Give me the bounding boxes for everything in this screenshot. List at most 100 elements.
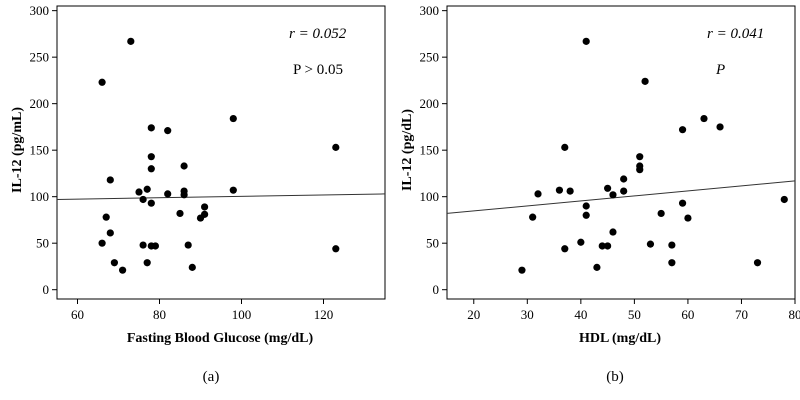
y-tick-label: 250 [30,50,50,65]
data-point [180,162,188,170]
data-point [620,187,628,195]
data-point [609,191,617,199]
data-point [147,199,155,207]
x-axis-label: HDL (mg/dL) [579,331,661,346]
x-tick-label: 20 [467,307,480,322]
data-points [518,37,788,274]
y-tick-label: 200 [420,96,440,111]
y-tick-label: 0 [433,282,440,297]
y-axis-label: IL-12 (pg/dL) [400,109,415,191]
data-point [229,114,237,123]
data-point [657,209,665,218]
data-point [106,176,114,184]
x-axis: 20 30 40 50 60 70 80 [467,299,800,322]
data-point [604,184,612,192]
annotation-r: r = 0.052 [289,26,347,42]
data-point [98,239,106,247]
data-point [646,240,655,248]
data-point [636,153,644,161]
x-axis-label: Fasting Blood Glucose (mg/dL) [127,331,314,346]
data-point [164,127,172,135]
annotation-p: P > 0.05 [293,62,343,78]
data-point [135,188,143,196]
panel-label: (a) [203,369,220,385]
x-tick-label: 60 [71,307,84,322]
data-point [147,153,155,161]
x-tick-label: 100 [232,307,252,322]
data-point [229,186,237,194]
annotation-p: P [715,62,725,78]
data-point [184,241,192,249]
x-tick-label: 50 [628,307,641,322]
regression-line [56,193,386,200]
data-point [684,214,692,222]
y-tick-label: 150 [30,143,50,158]
x-tick-label: 80 [153,307,166,322]
data-point [147,165,155,173]
data-point [164,190,172,198]
panel-label: (b) [606,369,624,385]
data-point [582,211,590,219]
data-point [678,199,687,207]
data-point [566,187,574,195]
data-point [332,143,340,151]
data-point [332,245,340,253]
data-points [98,37,340,274]
y-tick-label: 200 [30,96,50,111]
data-point [147,124,155,132]
x-tick-label: 30 [521,307,534,322]
y-tick-label: 100 [30,189,50,204]
y-tick-label: 250 [420,50,440,65]
y-tick-label: 300 [30,3,50,18]
x-axis: 60 80 100 120 [71,299,333,322]
y-tick-label: 50 [426,236,439,251]
plot-frame [56,5,386,300]
data-point [110,259,118,267]
data-point [636,166,644,174]
data-point [119,266,127,274]
regression-line [446,180,796,214]
data-point [143,259,151,267]
data-point [609,228,617,236]
x-tick-label: 80 [789,307,800,322]
y-tick-label: 100 [420,189,440,204]
data-point [668,241,676,249]
annotation-r: r = 0.041 [707,26,764,42]
data-point [176,209,184,218]
y-tick-label: 150 [420,143,440,158]
y-tick-label: 0 [43,282,50,297]
data-point [201,210,209,218]
scatter-panel-b: 0 50 100 150 200 250 300 20 30 40 50 60 70 80 r = 0.… [400,3,800,385]
data-point [678,126,687,134]
y-tick-label: 300 [420,3,440,18]
y-axis-label: IL-12 (pg/mL) [10,107,25,193]
data-point [668,259,676,267]
data-point [641,77,649,85]
data-point [534,190,542,198]
data-point [577,238,585,246]
data-point [700,114,708,123]
data-point [127,37,135,45]
data-point [139,241,147,249]
data-point [98,78,106,86]
y-axis: 0 50 100 150 200 250 300 [420,3,447,297]
x-tick-label: 70 [735,307,748,322]
data-point [151,242,159,250]
data-point [582,202,590,210]
data-point [604,242,612,250]
data-point [555,186,564,194]
data-point [753,259,762,267]
data-point [201,203,209,211]
data-point [106,229,114,237]
data-point [716,123,724,131]
data-point [582,37,590,45]
x-tick-label: 120 [314,307,334,322]
data-point [561,143,569,151]
y-axis: 0 50 100 150 200 250 300 [30,3,57,297]
data-point [620,175,628,183]
data-point [780,195,788,204]
data-point [598,242,606,250]
data-point [561,245,569,253]
